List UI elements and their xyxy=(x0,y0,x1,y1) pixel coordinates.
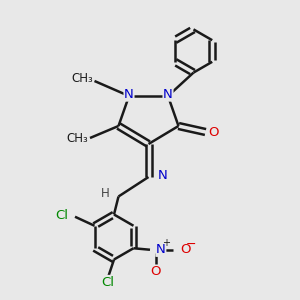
Text: O: O xyxy=(151,265,161,278)
Text: CH₃: CH₃ xyxy=(67,131,88,145)
Text: O: O xyxy=(180,243,190,256)
Text: Cl: Cl xyxy=(101,275,114,289)
Text: CH₃: CH₃ xyxy=(71,71,93,85)
Text: N: N xyxy=(156,243,166,256)
Text: −: − xyxy=(185,238,196,251)
Text: N: N xyxy=(163,88,173,101)
Text: H: H xyxy=(101,187,110,200)
Text: O: O xyxy=(209,125,219,139)
Text: N: N xyxy=(124,88,134,101)
Text: Cl: Cl xyxy=(56,209,68,222)
Text: N: N xyxy=(158,169,168,182)
Text: +: + xyxy=(162,238,170,248)
